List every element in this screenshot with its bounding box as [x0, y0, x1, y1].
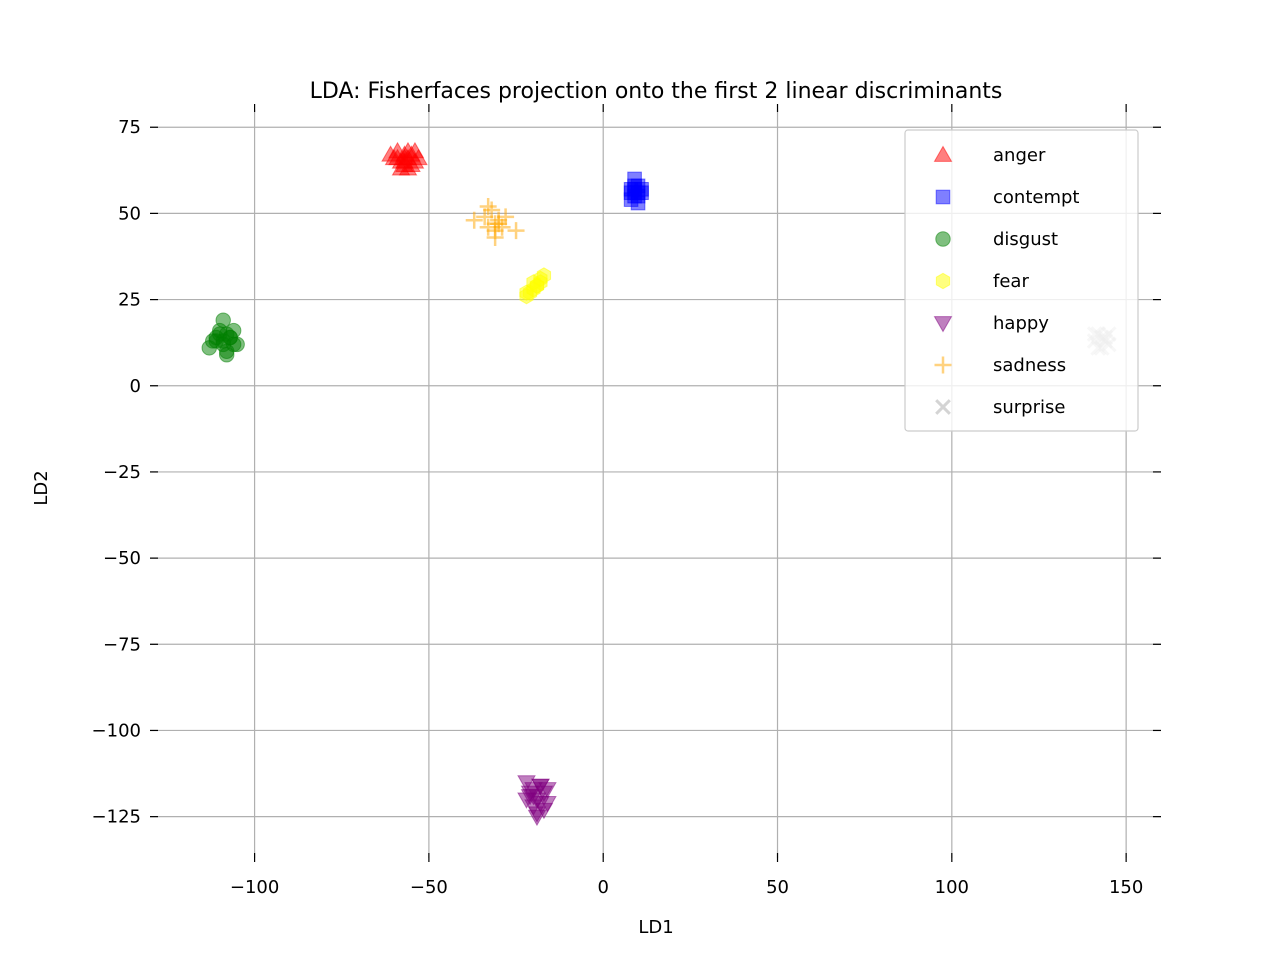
sadness-point	[497, 208, 515, 226]
happy-point	[531, 778, 550, 796]
x-tick-label: −100	[230, 877, 279, 898]
series-disgust	[201, 312, 245, 363]
legend-marker-disgust	[935, 231, 951, 247]
fear-point	[519, 287, 534, 305]
sadness-point	[479, 198, 497, 216]
y-tick-label: −50	[103, 548, 141, 569]
x-tick-label: 100	[935, 877, 969, 898]
legend: anger contempt disgust fear happy sadness surp…	[904, 129, 1139, 432]
legend-marker-anger	[933, 145, 953, 162]
y-axis-label: LD2	[31, 470, 52, 505]
disgust-point	[218, 347, 235, 363]
legend-item-contempt: contempt	[935, 187, 1079, 208]
legend-label-surprise: surprise	[993, 397, 1065, 418]
happy-point	[524, 789, 543, 806]
sadness-point	[486, 215, 504, 233]
sadness-point	[507, 222, 525, 240]
axis-ticks: −100 −50 0 50 100 150 75 50 25 0 −25 −50 −75 −100 −125	[92, 104, 1161, 898]
x-tick-label: 150	[1109, 877, 1143, 898]
legend-frame	[904, 129, 1139, 432]
legend-marker-happy	[933, 316, 953, 333]
fear-point	[529, 277, 545, 295]
chart-title: LDA: Fisherfaces projection onto the fir…	[310, 79, 1003, 104]
x-tick-label: −50	[410, 877, 448, 898]
y-tick-label: 75	[118, 117, 141, 138]
y-tick-label: 0	[130, 376, 141, 397]
anger-point	[398, 148, 418, 166]
legend-item-sadness: sadness	[934, 355, 1066, 376]
y-tick-label: −25	[103, 462, 141, 483]
series-happy	[517, 775, 557, 827]
legend-item-fear: fear	[935, 271, 1029, 292]
legend-marker-surprise	[935, 399, 951, 415]
x-tick-label: 50	[766, 877, 789, 898]
y-tick-label: −125	[92, 807, 141, 828]
legend-marker-sadness	[934, 356, 952, 374]
disgust-point	[222, 329, 238, 346]
happy-point	[538, 795, 557, 813]
happy-point	[527, 809, 547, 827]
legend-label-contempt: contempt	[993, 187, 1079, 208]
series-anger	[381, 141, 428, 176]
data-points	[201, 141, 1117, 827]
y-tick-label: 50	[118, 203, 141, 224]
disgust-point	[205, 333, 221, 349]
series-contempt	[623, 171, 649, 211]
sadness-point	[490, 211, 508, 229]
legend-label-disgust: disgust	[993, 229, 1058, 250]
contempt-point	[627, 185, 642, 201]
legend-item-anger: anger	[933, 145, 1046, 166]
legend-label-sadness: sadness	[993, 355, 1066, 376]
anger-point	[384, 148, 404, 166]
legend-item-disgust: disgust	[935, 229, 1058, 250]
series-fear	[519, 267, 552, 305]
legend-marker-fear	[935, 272, 951, 290]
legend-label-fear: fear	[993, 271, 1029, 292]
legend-item-surprise: surprise	[935, 397, 1065, 418]
x-tick-label: 0	[597, 877, 608, 898]
legend-label-anger: anger	[993, 145, 1046, 166]
y-tick-label: −100	[92, 720, 141, 741]
x-axis-label: LD1	[638, 917, 673, 938]
series-sadness	[465, 198, 525, 247]
sadness-point	[483, 201, 501, 219]
y-tick-label: 25	[118, 290, 141, 311]
y-tick-label: −75	[103, 634, 141, 655]
legend-label-happy: happy	[993, 313, 1049, 334]
legend-marker-contempt	[935, 189, 951, 205]
legend-item-happy: happy	[933, 313, 1049, 334]
sadness-point	[465, 211, 483, 229]
